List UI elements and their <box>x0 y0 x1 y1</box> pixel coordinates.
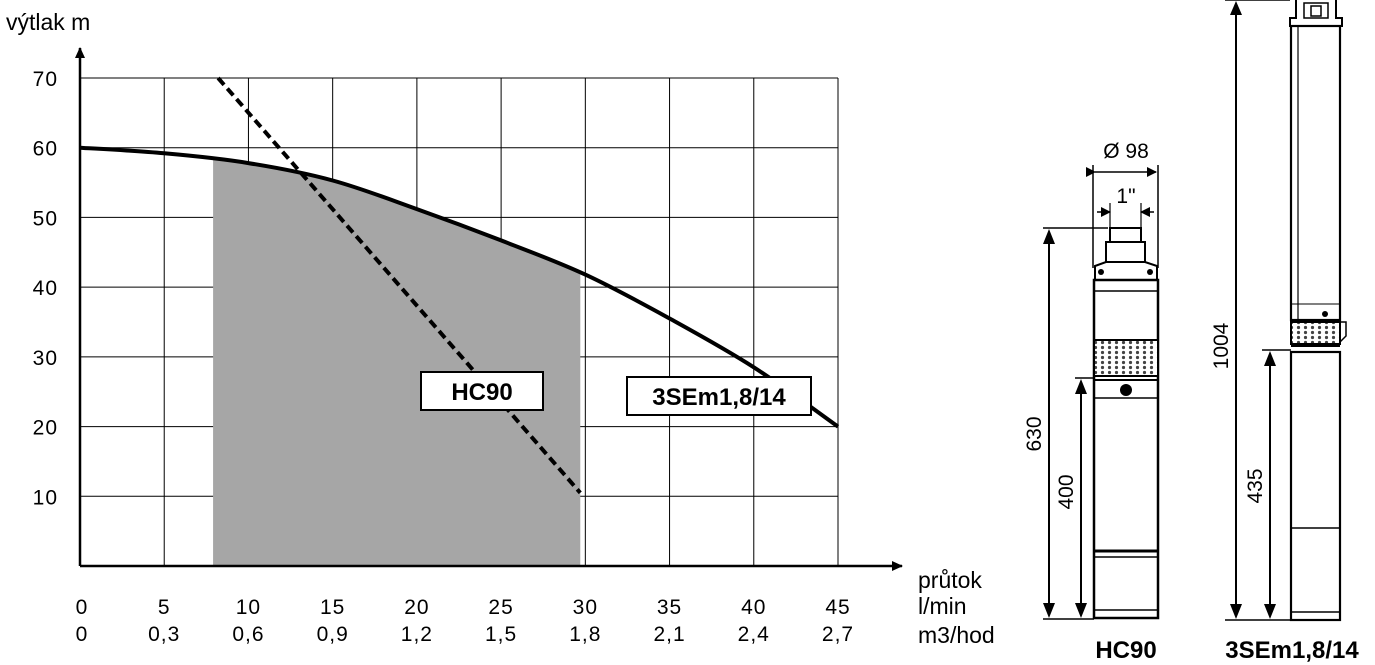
x-tick-label-secondary: 1,5 <box>485 623 517 646</box>
y-tick-label: 40 <box>33 277 58 300</box>
x-tick-label-secondary: 1,2 <box>401 623 433 646</box>
y-tick-label: 30 <box>33 347 58 370</box>
model-name-3sem: 3SEm1,8/14 <box>1225 637 1359 664</box>
label-box-hc90: HC90 <box>420 371 544 411</box>
y-tick-labels: 10 20 30 40 50 60 70 <box>33 68 58 509</box>
x-tick-label-secondary: 0,3 <box>148 623 180 646</box>
y-tick-label: 10 <box>33 486 58 509</box>
x-tick-label-secondary: 2,4 <box>738 623 770 646</box>
x-tick-label-secondary: 0,6 <box>232 623 264 646</box>
x-tick-labels: 0 0 5 0,3 10 0,6 15 0,9 20 1,2 25 1,5 30 1,8 35 2,1 40 2,… <box>76 596 854 646</box>
x-tick-label: 0 <box>76 596 89 619</box>
operating-range-shading <box>213 159 581 566</box>
x-unit-secondary: m3/hod <box>918 622 995 648</box>
x-tick-label: 45 <box>825 596 850 619</box>
pump-drawing-3sem: 1004 435 3SEm1,8/14 <box>1210 0 1359 664</box>
x-tick-label: 30 <box>573 596 598 619</box>
label-hc90: HC90 <box>451 379 512 406</box>
dim-total-length-3sem: 1004 <box>1210 322 1233 369</box>
x-axis-label: průtok <box>918 567 982 593</box>
dim-partial-length-3sem: 435 <box>1244 468 1267 503</box>
y-tick-label: 20 <box>33 417 58 440</box>
x-tick-label-secondary: 0,9 <box>317 623 349 646</box>
dim-partial-length-hc90: 400 <box>1055 474 1078 509</box>
label-3sem: 3SEm1,8/14 <box>652 384 786 411</box>
y-tick-label: 70 <box>33 68 58 91</box>
model-name-hc90: HC90 <box>1095 637 1156 664</box>
x-tick-label-secondary: 1,8 <box>569 623 601 646</box>
pump-drawing-hc90: Ø 98 1" 630 4 <box>1023 140 1160 664</box>
x-tick-label-secondary: 0 <box>76 623 89 646</box>
x-tick-label: 25 <box>488 596 513 619</box>
series-line-hc90 <box>216 76 582 495</box>
dim-diameter-hc90: Ø 98 <box>1103 140 1149 163</box>
x-tick-label: 35 <box>657 596 682 619</box>
x-tick-label: 10 <box>236 596 261 619</box>
x-tick-label: 15 <box>320 596 345 619</box>
chart-axes <box>75 47 903 571</box>
x-tick-label: 20 <box>404 596 429 619</box>
dim-total-length-hc90: 630 <box>1023 416 1046 451</box>
dim-outlet-hc90: 1" <box>1116 185 1135 208</box>
y-tick-label: 60 <box>33 138 58 161</box>
x-tick-label-secondary: 2,1 <box>653 623 685 646</box>
x-tick-label: 5 <box>158 596 171 619</box>
x-unit-primary: l/min <box>918 593 967 619</box>
y-axis-label: výtlak m <box>6 9 90 35</box>
x-tick-label: 40 <box>741 596 766 619</box>
x-tick-label-secondary: 2,7 <box>822 623 854 646</box>
y-tick-label: 50 <box>33 207 58 230</box>
series-line-3sem <box>79 145 840 429</box>
label-box-3sem: 3SEm1,8/14 <box>626 376 812 416</box>
